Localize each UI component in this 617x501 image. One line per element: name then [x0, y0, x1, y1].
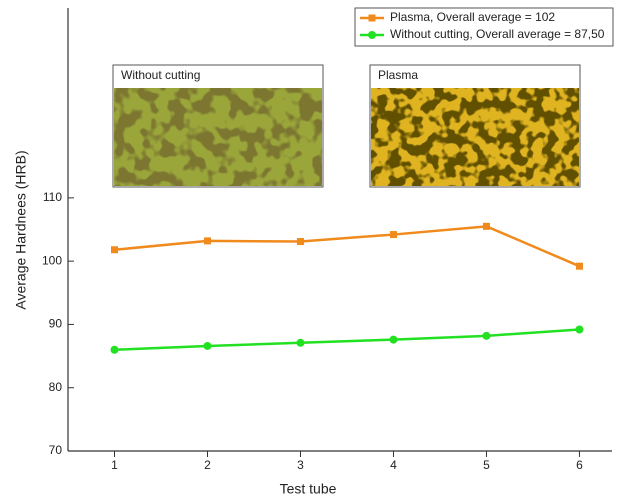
legend-marker: [368, 14, 376, 22]
inset-without-cutting: Without cutting: [112, 64, 324, 188]
x-tick-label: 3: [297, 458, 304, 472]
data-point: [575, 262, 583, 270]
data-point: [296, 238, 304, 246]
x-tick-label: 2: [204, 458, 211, 472]
x-axis-label: Test tube: [280, 481, 337, 497]
data-point: [575, 325, 584, 334]
x-tick-label: 5: [483, 458, 490, 472]
data-point: [110, 345, 119, 354]
y-tick-label: 110: [43, 190, 62, 204]
legend-label: Without cutting, Overall average = 87,50: [390, 27, 605, 41]
data-point: [389, 335, 398, 344]
y-tick-label: 100: [42, 253, 62, 267]
series-line: [114, 328, 580, 351]
micrograph-texture: [114, 88, 322, 186]
y-tick-label: 90: [49, 317, 63, 331]
data-point: [203, 341, 212, 350]
x-tick-label: 6: [576, 458, 583, 472]
y-axis-label: Average Hardnees (HRB): [13, 150, 29, 309]
data-point: [389, 231, 397, 239]
y-tick-label: 70: [49, 443, 63, 457]
data-point: [482, 222, 490, 230]
data-point: [203, 237, 211, 245]
series-line: [114, 225, 580, 268]
legend: [354, 7, 614, 47]
inset-label: Plasma: [378, 68, 418, 82]
data-point: [110, 246, 118, 254]
data-point: [482, 331, 491, 340]
data-point: [296, 338, 305, 347]
x-tick-label: 1: [111, 458, 118, 472]
y-tick-label: 80: [49, 380, 63, 394]
micrograph-texture: [371, 88, 579, 186]
x-tick-label: 4: [390, 458, 397, 472]
inset-plasma: Plasma: [369, 64, 581, 188]
inset-label: Without cutting: [121, 68, 200, 82]
legend-label: Plasma, Overall average = 102: [390, 10, 555, 24]
legend-marker: [368, 31, 376, 39]
